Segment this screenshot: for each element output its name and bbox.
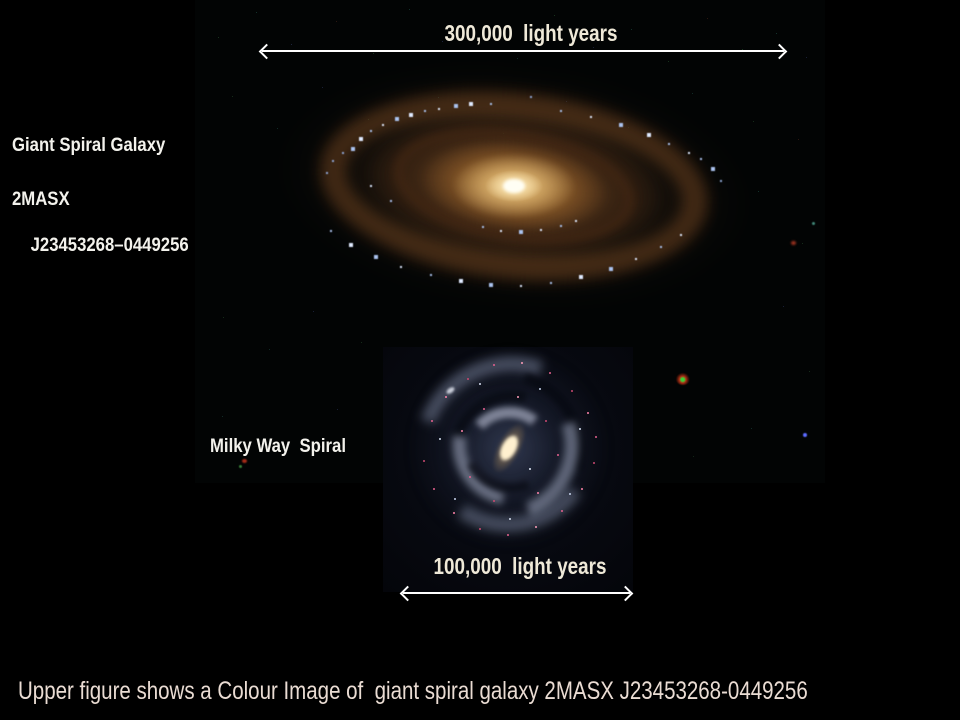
foreground-star [676,373,690,385]
star-speck [812,222,815,225]
milky-way-label: Milky Way Spiral [210,436,346,457]
milky-way-star-specks [509,448,511,450]
bottom-scale-arrow [399,585,634,602]
star-speck [242,459,247,463]
milky-way-image [383,325,634,592]
giant-galaxy-nucleus [503,179,525,193]
caption-line-1: Upper figure shows a Colour Image of gia… [18,677,808,705]
catalog-line-2: J23453268–0449256 [30,235,189,256]
star-speck [239,465,242,468]
caption: Upper figure shows a Colour Image of gia… [18,619,808,720]
giant-galaxy-star-clusters [514,186,516,188]
bottom-scale-label: 100,000 light years [433,553,607,579]
top-scale-label: 300,000 light years [444,20,618,46]
top-scale-arrow [258,43,788,60]
giant-galaxy-catalog-label: 2MASX J23453268–0449256 [12,188,189,280]
star-speck [803,433,807,437]
star-speck [791,241,796,245]
image-noise-specks [195,0,196,1]
catalog-line-1: 2MASX [12,189,70,210]
giant-galaxy-name-label: Giant Spiral Galaxy [12,135,166,156]
